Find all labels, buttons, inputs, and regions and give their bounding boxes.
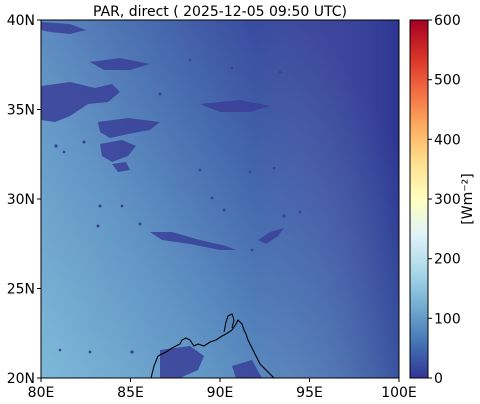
coastline bbox=[150, 319, 275, 378]
colorbar: 0 100 200 300 400 500 600 [Wm⁻²] bbox=[409, 13, 476, 387]
colorbar-tick-label: 200 bbox=[434, 252, 461, 268]
cloud-dot bbox=[250, 248, 254, 252]
cloud-dot bbox=[278, 70, 282, 74]
cloud-patch-land-1 bbox=[160, 346, 204, 378]
x-tick-label: 100E bbox=[381, 385, 417, 401]
cloud-patch-north bbox=[41, 22, 86, 34]
y-tick-label: 20N bbox=[7, 371, 35, 387]
cloud-dot bbox=[298, 210, 302, 214]
cloud-dot bbox=[272, 166, 276, 170]
colorbar-ticks: 0 100 200 300 400 500 600 bbox=[428, 13, 461, 387]
colorbar-tick-label: 0 bbox=[434, 371, 443, 387]
cloud-patch-sw-2 bbox=[112, 162, 130, 172]
cloud-dot bbox=[88, 350, 92, 354]
cloud-patch-north-2 bbox=[90, 58, 150, 70]
cloud-dot bbox=[138, 222, 142, 226]
y-axis: 40N 35N 30N 25N 20N bbox=[7, 13, 41, 387]
coastline-delta bbox=[223, 313, 235, 333]
cloud-dot bbox=[54, 144, 58, 148]
cloud-patch-land-2 bbox=[232, 360, 262, 378]
cloud-dot bbox=[230, 66, 234, 70]
cloud-dots bbox=[54, 58, 302, 354]
colorbar-tick-label: 400 bbox=[434, 132, 461, 148]
colorbar-tick-label: 600 bbox=[434, 13, 461, 29]
cloud-dot bbox=[130, 350, 134, 354]
x-tick-label: 95E bbox=[296, 385, 323, 401]
cloud-patch-south-west bbox=[100, 140, 136, 162]
x-tick-label: 85E bbox=[117, 385, 144, 401]
colorbar-tick-label: 300 bbox=[434, 192, 461, 208]
cloud-dot bbox=[96, 224, 100, 228]
cloud-dot bbox=[282, 214, 286, 218]
cloud-dot bbox=[248, 170, 252, 174]
y-tick-label: 25N bbox=[7, 282, 35, 298]
cloud-dot bbox=[120, 204, 124, 208]
colorbar-bar bbox=[409, 19, 429, 379]
cloud-dot bbox=[62, 150, 66, 154]
cloud-patches bbox=[41, 22, 284, 378]
cloud-dot bbox=[210, 196, 214, 200]
colorbar-tick-label: 100 bbox=[434, 311, 461, 327]
par-field-shade bbox=[41, 20, 399, 378]
cloud-dot bbox=[98, 204, 102, 208]
cloud-dot bbox=[82, 140, 86, 144]
cloud-dot bbox=[158, 92, 162, 96]
cloud-patch-east bbox=[258, 228, 284, 244]
colorbar-label: [Wm⁻²] bbox=[460, 173, 476, 224]
cloud-patch-central bbox=[200, 100, 270, 112]
cloud-dot bbox=[188, 58, 192, 62]
map-title: PAR, direct ( 2025-12-05 09:50 UTC) bbox=[93, 4, 347, 20]
cloud-patch-band bbox=[98, 118, 160, 138]
cloud-patch-mid bbox=[150, 232, 236, 250]
y-tick-label: 35N bbox=[7, 103, 35, 119]
map-panel bbox=[41, 20, 399, 378]
x-tick-label: 90E bbox=[207, 385, 234, 401]
x-tick-label: 80E bbox=[28, 385, 55, 401]
cloud-dot bbox=[58, 348, 62, 352]
x-axis: 80E 85E 90E 95E 100E bbox=[28, 378, 417, 401]
cloud-patch-west bbox=[41, 82, 120, 122]
cloud-dot bbox=[198, 168, 202, 172]
y-tick-label: 40N bbox=[7, 13, 35, 29]
colorbar-tick-label: 500 bbox=[434, 73, 461, 89]
y-tick-label: 30N bbox=[7, 192, 35, 208]
cloud-dot bbox=[222, 208, 226, 212]
